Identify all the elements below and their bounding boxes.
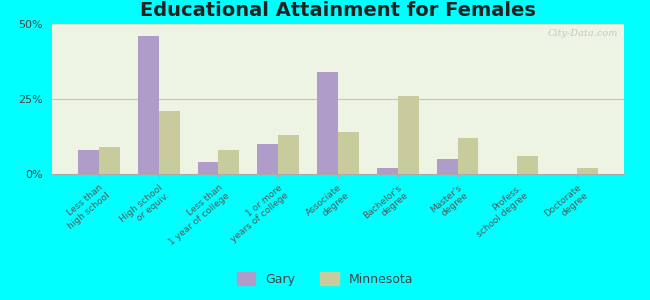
- Bar: [437, 159, 458, 174]
- Bar: [159, 111, 179, 174]
- Bar: [218, 150, 239, 174]
- Bar: [257, 144, 278, 174]
- Bar: [577, 168, 598, 174]
- Bar: [377, 168, 398, 174]
- Bar: [317, 72, 338, 174]
- Bar: [99, 147, 120, 174]
- Bar: [458, 138, 478, 174]
- Bar: [138, 36, 159, 174]
- Title: Educational Attainment for Females: Educational Attainment for Females: [140, 1, 536, 20]
- Bar: [398, 96, 419, 174]
- Text: City-Data.com: City-Data.com: [548, 28, 618, 38]
- Bar: [517, 156, 538, 174]
- Bar: [278, 135, 299, 174]
- Bar: [198, 162, 218, 174]
- Legend: Gary, Minnesota: Gary, Minnesota: [231, 267, 419, 291]
- Bar: [78, 150, 99, 174]
- Bar: [338, 132, 359, 174]
